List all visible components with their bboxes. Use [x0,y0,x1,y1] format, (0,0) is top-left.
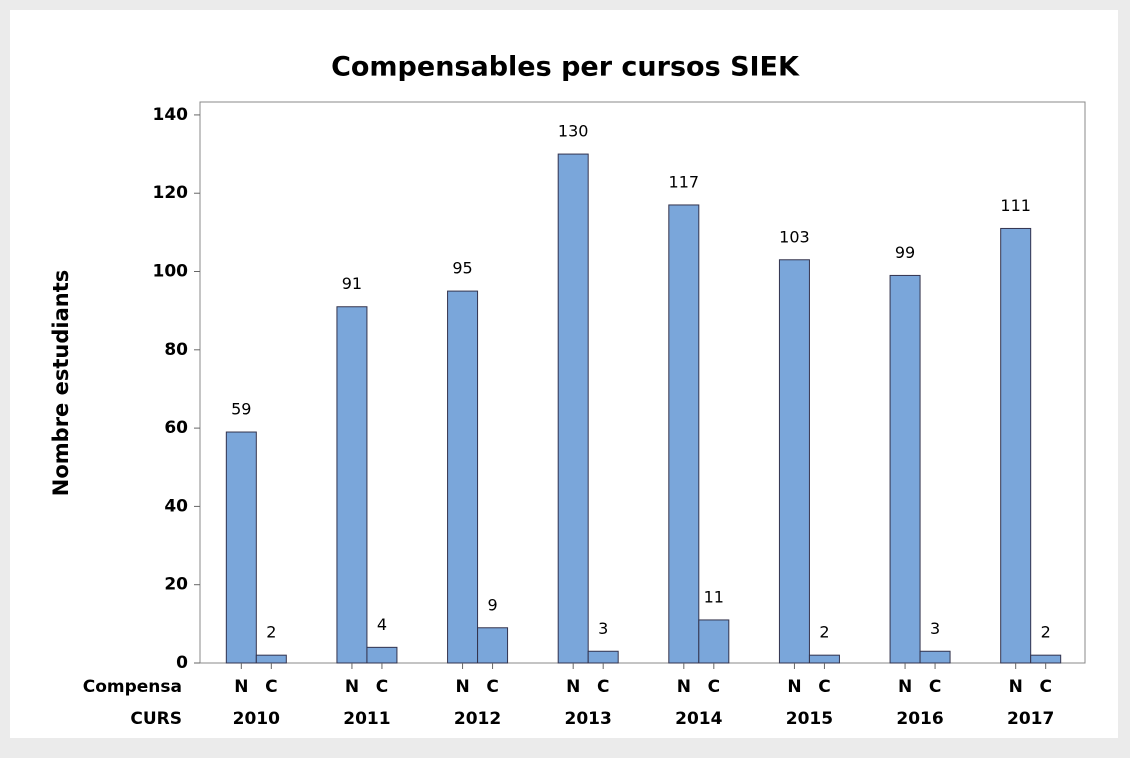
inner-tick-label: N [898,677,912,697]
inner-tick-label: C [1039,677,1051,697]
bar [587,650,619,664]
x-tick-label: 2015 [786,709,833,729]
bar [477,627,509,664]
y-tick-label: 40 [164,496,188,516]
value-label: 2 [1041,623,1051,642]
value-label: 11 [704,587,724,606]
inner-tick-label: N [566,677,580,697]
value-label: 99 [895,243,915,262]
bar [557,153,589,664]
value-label: 3 [598,619,608,638]
inner-tick-label: C [376,677,388,697]
bar [255,654,287,664]
bar [889,274,921,664]
value-label: 4 [377,615,387,634]
value-label: 9 [487,595,497,614]
bar [447,290,479,664]
y-tick-label: 60 [164,418,188,438]
value-label: 59 [231,400,251,419]
bar [1030,654,1062,664]
value-label: 2 [266,623,276,642]
inner-axis-label: Compensa [83,677,182,697]
inner-tick-label: N [455,677,469,697]
outer-axis-label: CURS [130,709,182,729]
x-tick-label: 2012 [454,709,501,729]
inner-tick-label: N [345,677,359,697]
y-tick-label: 100 [153,262,189,282]
y-tick-label: 20 [164,575,188,595]
y-tick-label: 140 [153,105,189,125]
bar [366,646,398,664]
inner-tick-label: C [486,677,498,697]
value-label: 91 [342,274,362,293]
y-axis-label: Nombre estudiants [49,270,73,496]
inner-tick-label: C [929,677,941,697]
inner-tick-label: N [787,677,801,697]
bar [919,650,951,664]
x-tick-label: 2014 [675,709,722,729]
value-label: 103 [779,227,810,246]
inner-tick-label: C [708,677,720,697]
bar [336,306,368,664]
x-tick-label: 2013 [565,709,612,729]
value-label: 2 [819,623,829,642]
bar [698,619,730,664]
x-tick-label: 2016 [896,709,943,729]
plot-frame [199,101,1086,664]
y-tick-label: 120 [153,183,189,203]
x-tick-label: 2017 [1007,709,1054,729]
chart-title: Compensables per cursos SIEK [331,52,800,83]
value-label: 130 [558,122,589,141]
x-tick-label: 2011 [343,709,390,729]
value-label: 117 [669,172,700,191]
value-label: 3 [930,619,940,638]
value-label: 95 [452,259,472,278]
inner-tick-label: C [597,677,609,697]
bar [778,259,810,664]
inner-tick-label: C [265,677,277,697]
inner-tick-label: N [1009,677,1023,697]
inner-tick-label: N [234,677,248,697]
bar [225,431,257,664]
inner-tick-label: C [818,677,830,697]
bar [808,654,840,664]
y-tick-label: 80 [164,340,188,360]
bar [668,204,700,664]
y-tick-label: 0 [176,653,188,673]
bar [1000,227,1032,664]
inner-tick-label: N [677,677,691,697]
x-tick-label: 2010 [233,709,280,729]
value-label: 111 [1000,196,1031,215]
